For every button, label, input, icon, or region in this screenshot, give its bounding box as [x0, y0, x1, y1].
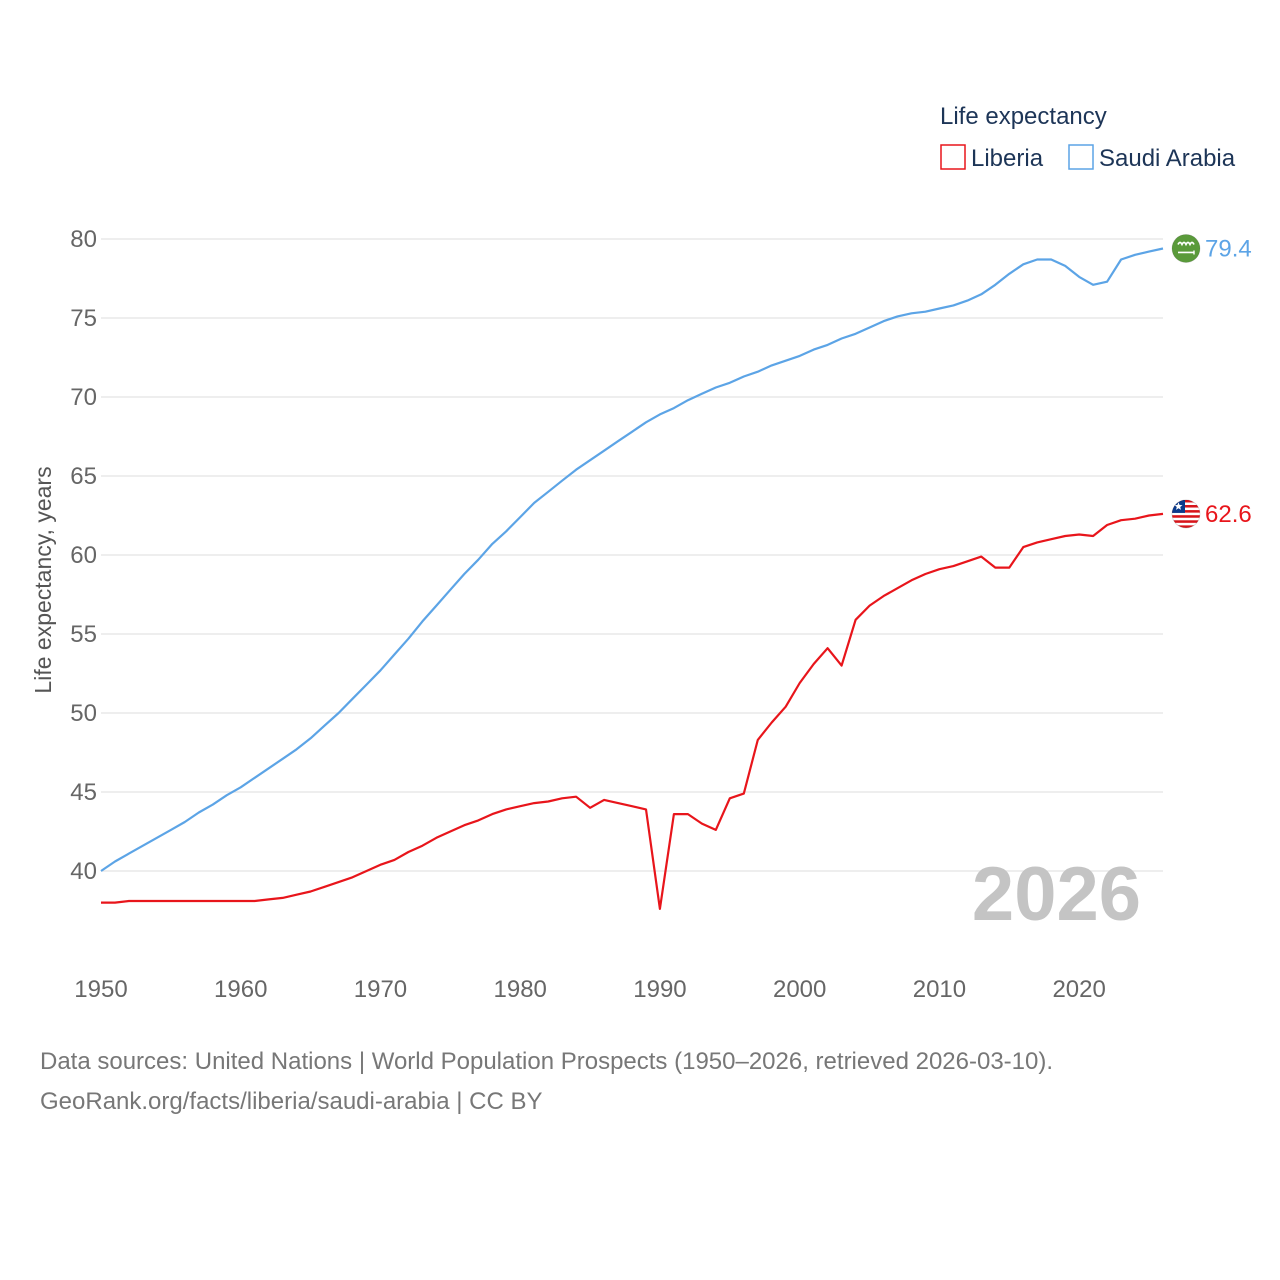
- y-tick-label: 45: [70, 779, 97, 806]
- y-tick-label: 80: [70, 226, 97, 253]
- year-watermark: 2026: [972, 852, 1141, 937]
- legend-label-saudi-arabia: Saudi Arabia: [1099, 145, 1236, 172]
- y-axis-label: Life expectancy, years: [30, 466, 56, 693]
- line-chart: 40 45 50 55 60 65 70 75 80 1950 1960 1970 1980 1990 2…: [30, 103, 1252, 1003]
- footer-credit: GeoRank.org/facts/liberia/saudi-arabia |…: [40, 1088, 543, 1115]
- legend-label-liberia: Liberia: [971, 145, 1044, 172]
- end-markers: 62.6 79.4: [1171, 234, 1252, 529]
- x-tick-label: 2020: [1052, 976, 1105, 1003]
- legend-swatch-liberia: [940, 144, 966, 170]
- legend-item-liberia[interactable]: Liberia: [940, 144, 1044, 172]
- legend-swatch-saudi-arabia: [1068, 144, 1094, 170]
- x-tick-label: 1990: [633, 976, 686, 1003]
- footer-sources: Data sources: United Nations | World Pop…: [40, 1048, 1054, 1075]
- x-tick-label: 1980: [494, 976, 547, 1003]
- y-tick-label: 55: [70, 621, 97, 648]
- y-axis-ticks: 40 45 50 55 60 65 70 75 80: [70, 226, 97, 885]
- legend-item-saudi-arabia[interactable]: Saudi Arabia: [1068, 144, 1236, 172]
- x-tick-label: 2010: [913, 976, 966, 1003]
- x-axis-ticks: 1950 1960 1970 1980 1990 2000 2010 2020: [74, 976, 1106, 1003]
- x-tick-label: 1960: [214, 976, 267, 1003]
- y-tick-label: 50: [70, 700, 97, 727]
- x-tick-label: 1970: [354, 976, 407, 1003]
- y-tick-label: 70: [70, 384, 97, 411]
- y-tick-label: 60: [70, 542, 97, 569]
- x-tick-label: 1950: [74, 976, 127, 1003]
- legend-title: Life expectancy: [940, 103, 1107, 130]
- liberia-flag-icon: [1171, 499, 1201, 529]
- end-label-liberia: 62.6: [1205, 501, 1252, 528]
- x-tick-label: 2000: [773, 976, 826, 1003]
- saudi-arabia-flag-icon: [1171, 234, 1201, 263]
- series-line-saudi-arabia: [100, 247, 1164, 872]
- legend: Life expectancy Liberia Saudi Arabia: [940, 103, 1236, 172]
- series-lines: [100, 247, 1164, 911]
- gridlines: [101, 238, 1163, 872]
- y-tick-label: 65: [70, 463, 97, 490]
- y-tick-label: 75: [70, 305, 97, 332]
- end-label-saudi-arabia: 79.4: [1205, 235, 1252, 262]
- series-line-liberia: [101, 512, 1164, 911]
- y-tick-label: 40: [70, 858, 97, 885]
- footer: Data sources: United Nations | World Pop…: [40, 1042, 1053, 1122]
